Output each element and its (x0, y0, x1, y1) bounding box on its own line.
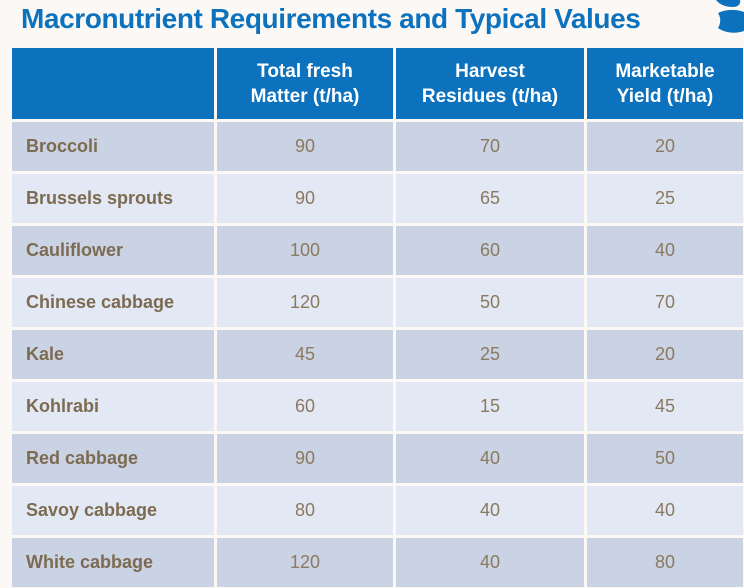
cell-value: 65 (396, 174, 584, 223)
row-label: Kohlrabi (12, 382, 214, 431)
cell-value: 90 (217, 122, 393, 171)
cell-value: 40 (396, 486, 584, 535)
cell-value: 40 (587, 226, 743, 275)
cell-value: 100 (217, 226, 393, 275)
table-row: Kohlrabi 60 15 45 (12, 382, 744, 431)
table-row: Brussels sprouts 90 65 25 (12, 174, 744, 223)
row-label: Red cabbage (12, 434, 214, 483)
header-cell-empty (12, 48, 214, 119)
row-label: Kale (12, 330, 214, 379)
cell-value: 45 (587, 382, 743, 431)
cell-value: 60 (396, 226, 584, 275)
table-row: Broccoli 90 70 20 (12, 122, 744, 171)
cell-value: 120 (217, 538, 393, 587)
cell-value: 45 (217, 330, 393, 379)
row-label: Chinese cabbage (12, 278, 214, 327)
table-row: Kale 45 25 20 (12, 330, 744, 379)
table-row: Chinese cabbage 120 50 70 (12, 278, 744, 327)
cell-value: 50 (396, 278, 584, 327)
header-cell-marketable-yield: Marketable Yield (t/ha) (587, 48, 743, 119)
cell-value: 25 (396, 330, 584, 379)
cell-value: 40 (396, 434, 584, 483)
cell-value: 60 (217, 382, 393, 431)
cell-value: 20 (587, 122, 743, 171)
header-cell-total-fresh-matter: Total fresh Matter (t/ha) (217, 48, 393, 119)
cell-value: 15 (396, 382, 584, 431)
page-title: Macronutrient Requirements and Typical V… (21, 3, 641, 34)
cell-value: 40 (396, 538, 584, 587)
table-row: Savoy cabbage 80 40 40 (12, 486, 744, 535)
cell-value: 20 (587, 330, 743, 379)
row-label: White cabbage (12, 538, 214, 587)
table-row: Cauliflower 100 60 40 (12, 226, 744, 275)
cell-value: 80 (587, 538, 743, 587)
cell-value: 70 (396, 122, 584, 171)
row-label: Broccoli (12, 122, 214, 171)
row-label: Savoy cabbage (12, 486, 214, 535)
table-header-row: Total fresh Matter (t/ha) Harvest Residu… (12, 48, 744, 119)
cell-value: 90 (217, 174, 393, 223)
cell-value: 40 (587, 486, 743, 535)
header-cell-harvest-residues: Harvest Residues (t/ha) (396, 48, 584, 119)
corner-logo-fragment-icon (716, 0, 744, 33)
cell-value: 120 (217, 278, 393, 327)
cell-value: 90 (217, 434, 393, 483)
table-row: Red cabbage 90 40 50 (12, 434, 744, 483)
cell-value: 80 (217, 486, 393, 535)
row-label: Brussels sprouts (12, 174, 214, 223)
cell-value: 50 (587, 434, 743, 483)
data-table: Total fresh Matter (t/ha) Harvest Residu… (12, 48, 744, 587)
table-row: White cabbage 120 40 80 (12, 538, 744, 587)
row-label: Cauliflower (12, 226, 214, 275)
cell-value: 25 (587, 174, 743, 223)
cell-value: 70 (587, 278, 743, 327)
